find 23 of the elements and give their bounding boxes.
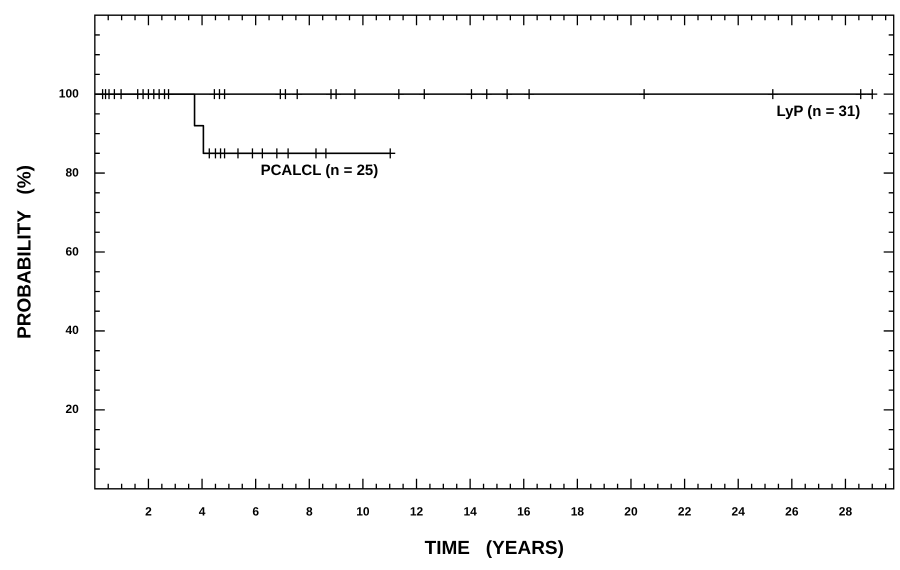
x-tick-label: 18: [570, 504, 584, 518]
x-tick-label: 4: [198, 504, 206, 518]
x-tick-label: 14: [463, 504, 478, 518]
y-tick-label: 20: [65, 402, 80, 416]
series-label: PCALCL (n = 25): [260, 162, 378, 179]
y-tick-label: 80: [65, 165, 80, 180]
x-tick-label: 22: [678, 504, 692, 518]
x-tick-label: 10: [356, 504, 370, 518]
x-tick-label: 8: [306, 504, 313, 518]
y-tick-label: 100: [58, 86, 80, 100]
y-tick-label: 60: [65, 244, 80, 258]
y-tick-label: 40: [65, 323, 80, 338]
x-axis-title: TIME (YEARS): [424, 538, 564, 559]
y-axis-title: PROBABILITY (%): [14, 165, 36, 339]
x-tick-label: 26: [785, 504, 799, 518]
x-tick-label: 12: [410, 504, 424, 518]
x-tick-label: 20: [624, 504, 638, 518]
x-tick-label: 24: [732, 504, 746, 518]
x-tick-label: 6: [252, 504, 260, 518]
x-tick-label: 28: [838, 504, 852, 518]
x-tick-label: 16: [517, 504, 531, 518]
x-tick-label: 2: [145, 504, 152, 518]
legend-label: LyP (n = 31): [776, 102, 860, 120]
